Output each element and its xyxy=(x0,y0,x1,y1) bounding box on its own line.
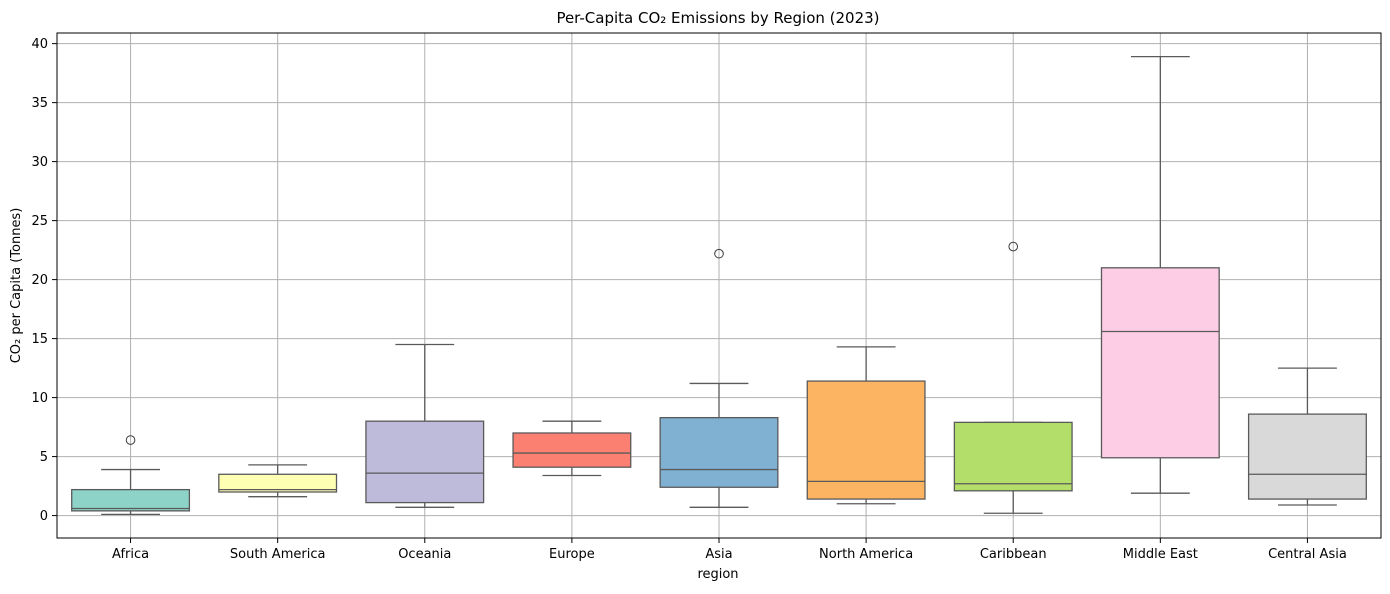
box-iqr xyxy=(71,488,191,512)
box-layer xyxy=(71,55,1367,516)
y-tick-label: 10 xyxy=(31,391,48,406)
box-iqr xyxy=(218,473,338,493)
outlier-point xyxy=(125,435,136,445)
box-iqr xyxy=(1100,267,1220,459)
x-tick-label: North America xyxy=(819,547,913,562)
x-tick-label: Central Asia xyxy=(1268,547,1347,562)
tick-layer: 0 5 10 15 20 25 30 35 40 Africa South America Ocean… xyxy=(31,37,1346,562)
y-tick-label: 15 xyxy=(31,332,48,347)
y-tick-label: 20 xyxy=(31,273,48,288)
outlier-point xyxy=(1008,241,1019,252)
y-tick-label: 40 xyxy=(31,37,48,52)
box-iqr xyxy=(512,432,632,468)
x-tick-label: Europe xyxy=(549,547,595,562)
box-iqr xyxy=(806,380,926,500)
y-tick-label: 30 xyxy=(31,155,48,170)
y-tick-label: 35 xyxy=(31,96,48,111)
y-tick-label: 5 xyxy=(40,450,48,465)
y-axis-label: CO₂ per Capita (Tonnes) xyxy=(9,208,24,364)
y-tick-label: 0 xyxy=(40,509,48,524)
chart-title: Per-Capita CO₂ Emissions by Region (2023… xyxy=(556,9,879,27)
x-tick-label: Caribbean xyxy=(980,547,1047,562)
y-tick-label: 25 xyxy=(31,214,48,229)
box-iqr xyxy=(1247,413,1367,500)
x-tick-label: Asia xyxy=(705,547,732,562)
x-axis-label: region xyxy=(697,567,738,582)
x-tick-label: South America xyxy=(230,547,326,562)
box-iqr xyxy=(659,416,779,488)
x-tick-label: Middle East xyxy=(1123,547,1198,562)
outlier-point xyxy=(714,248,724,259)
box-iqr xyxy=(365,420,485,504)
x-tick-label: Africa xyxy=(112,547,149,562)
box-iqr xyxy=(953,421,1073,492)
x-tick-label: Oceania xyxy=(398,547,451,562)
